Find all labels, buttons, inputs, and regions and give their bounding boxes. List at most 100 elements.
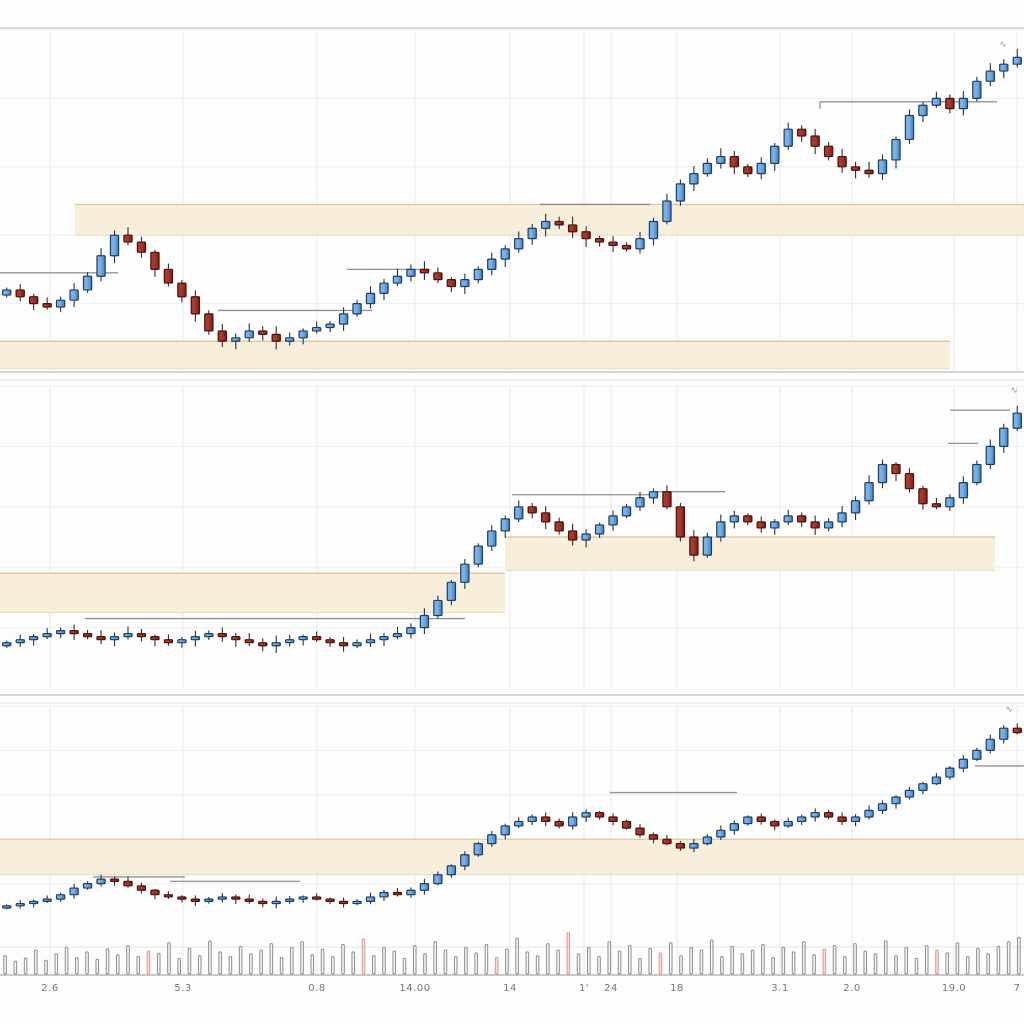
candle-down	[311, 893, 322, 901]
candle-up	[271, 896, 281, 909]
candle-body	[743, 166, 753, 175]
volume-bar	[341, 944, 345, 975]
candle-down	[554, 216, 564, 230]
candle-down	[311, 631, 322, 642]
candle-body	[931, 97, 942, 106]
candle-body	[581, 231, 591, 240]
volume-bar	[750, 949, 755, 975]
volume-bar	[904, 946, 909, 975]
candle-body	[177, 896, 187, 900]
candle-body	[487, 834, 497, 845]
candle-up	[877, 154, 888, 180]
candle-body	[392, 633, 403, 638]
candle-body	[473, 843, 484, 856]
candle-up	[15, 634, 25, 647]
candle-body	[675, 183, 686, 202]
candle-body	[460, 279, 470, 288]
volume-bar	[156, 952, 161, 975]
candle-down	[244, 633, 254, 647]
candle-body	[891, 463, 901, 475]
volume-bar	[228, 956, 233, 975]
candle-body	[123, 234, 133, 243]
candle-down	[675, 841, 686, 851]
candle-body	[972, 80, 982, 100]
candle-body	[136, 633, 147, 638]
candle-body	[945, 497, 955, 508]
volume-bar	[136, 956, 141, 975]
candle-up	[1012, 405, 1022, 432]
candle-body	[109, 878, 120, 882]
candle-down	[608, 813, 618, 826]
candle-body	[891, 138, 901, 161]
candle-up	[96, 248, 106, 282]
candle-body	[594, 524, 605, 535]
candle-body	[433, 599, 443, 617]
candle-up	[594, 522, 605, 538]
candle-up	[985, 734, 996, 754]
volume-bar	[464, 946, 468, 975]
candle-body	[487, 530, 497, 547]
candle-body	[419, 882, 430, 891]
volume-bar	[331, 956, 335, 975]
candle-up	[460, 273, 470, 295]
candle-down	[837, 148, 847, 173]
volume-bar	[576, 953, 581, 975]
candle-up	[433, 871, 443, 886]
volume-bar-red	[361, 938, 366, 975]
candle-down	[945, 94, 955, 114]
volume-bar	[249, 953, 253, 975]
candle-body	[298, 330, 308, 339]
candle-body	[918, 488, 928, 505]
candle-down	[770, 819, 780, 831]
candle-up	[783, 122, 793, 150]
candle-down	[756, 813, 766, 825]
candle-down	[729, 151, 740, 175]
candle-down	[662, 485, 672, 510]
candle-body	[433, 874, 443, 885]
x-tick-label: 5.3	[174, 983, 191, 994]
candle-body	[877, 463, 888, 484]
volume-bar	[320, 948, 325, 975]
candle-body	[702, 536, 713, 556]
candle-down	[244, 894, 254, 904]
volume-bar	[761, 944, 765, 975]
volume-bar	[648, 947, 653, 975]
candle-body	[958, 758, 969, 769]
volume-bar	[238, 945, 243, 975]
candle-body	[514, 506, 524, 520]
candle-up	[621, 503, 632, 519]
candle-up	[770, 519, 780, 535]
candle-up	[311, 321, 322, 334]
candle-down	[581, 226, 591, 248]
candle-up	[985, 63, 996, 87]
candle-up	[648, 488, 659, 504]
candle-body	[406, 268, 416, 277]
candle-body	[999, 63, 1009, 72]
candle-down	[15, 284, 25, 302]
volume-bar	[402, 957, 407, 975]
candle-body	[473, 545, 484, 565]
candle-up	[487, 830, 497, 847]
corner-marker: ∿	[999, 40, 1007, 50]
candle-down	[904, 468, 915, 493]
candle-body	[109, 636, 120, 641]
candle-body	[662, 838, 672, 845]
candle-up	[729, 510, 740, 529]
candle-body	[231, 337, 241, 342]
candle-up	[82, 272, 93, 293]
candle-down	[69, 624, 79, 640]
candle-body	[635, 827, 645, 836]
candle-body	[258, 900, 268, 905]
volume-bar	[689, 946, 694, 975]
candle-up	[55, 892, 66, 902]
volume-bar	[679, 955, 683, 975]
volume-bar	[597, 956, 601, 975]
candle-body	[325, 323, 335, 329]
candle-up	[756, 157, 766, 180]
candle-body	[850, 816, 861, 823]
volume-bar	[1006, 941, 1011, 975]
volume-bar	[607, 941, 612, 975]
candle-body	[500, 825, 510, 836]
candle-up	[823, 517, 834, 532]
